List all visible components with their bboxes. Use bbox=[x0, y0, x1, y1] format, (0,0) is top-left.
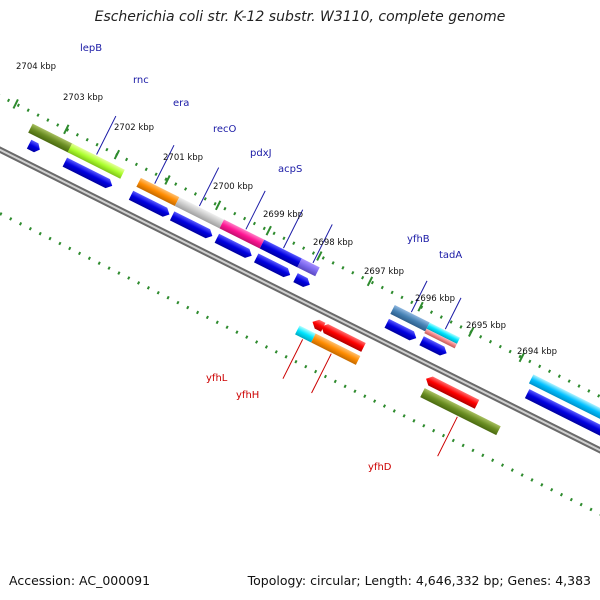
gene-label-yfhL[interactable]: yfhL bbox=[206, 373, 228, 384]
cds-forward-arrow bbox=[128, 190, 170, 217]
accession-label: Accession: AC_000091 bbox=[9, 573, 151, 588]
feature-cyan-right bbox=[528, 374, 600, 447]
gene-label-era[interactable]: era bbox=[173, 98, 189, 109]
connector-era bbox=[198, 167, 220, 207]
tick-label: 2700 kbp bbox=[213, 182, 253, 192]
gene-label-yfhD[interactable]: yfhD bbox=[368, 462, 392, 473]
tick-mark bbox=[366, 276, 374, 287]
cds-forward-arrow bbox=[169, 211, 213, 239]
feature-yfhL bbox=[295, 325, 316, 343]
feature-olive bbox=[28, 123, 74, 154]
tick-mark bbox=[113, 149, 121, 160]
tick-mark bbox=[265, 225, 272, 236]
gene-labels: lepB rnc era recO pdxJ acpS yfhB tadA yf… bbox=[80, 43, 462, 473]
gene-label-rnc[interactable]: rnc bbox=[133, 75, 149, 86]
forward-strand-features bbox=[26, 123, 600, 459]
gene-label-tadA[interactable]: tadA bbox=[439, 250, 462, 261]
connector-recO bbox=[245, 190, 266, 230]
cds-forward-arrow bbox=[26, 139, 40, 153]
gene-label-recO[interactable]: recO bbox=[213, 124, 237, 135]
connector-yfhL bbox=[282, 339, 304, 379]
tick-label: 2695 kbp bbox=[466, 321, 506, 331]
gene-label-lepB[interactable]: lepB bbox=[80, 43, 102, 54]
gene-label-pdxJ[interactable]: pdxJ bbox=[250, 148, 272, 159]
connector-rnc bbox=[154, 144, 175, 184]
cds-forward-arrow bbox=[293, 273, 310, 288]
tick-label: 2701 kbp bbox=[163, 153, 203, 163]
backbone-highlight bbox=[0, 97, 600, 507]
tick-label: 2694 kbp bbox=[517, 347, 557, 357]
cds-forward-arrow bbox=[62, 157, 113, 189]
cds-forward-arrow bbox=[524, 389, 600, 459]
tick-label: 2697 kbp bbox=[364, 267, 404, 277]
tick-mark bbox=[63, 124, 70, 135]
feature-recO bbox=[219, 219, 265, 249]
topology-label: Topology: circular; Length: 4,646,332 bp… bbox=[247, 573, 591, 588]
tick-mark bbox=[214, 200, 222, 211]
tick-mark bbox=[12, 99, 19, 109]
tick-mark bbox=[316, 251, 323, 261]
feature-acpS bbox=[297, 258, 320, 277]
connector-tadA bbox=[444, 297, 462, 330]
tick-label: 2698 kbp bbox=[313, 238, 353, 248]
cds-forward-arrow bbox=[253, 253, 291, 278]
feature-pdxJ bbox=[259, 239, 302, 268]
cds-forward-arrow bbox=[384, 318, 417, 341]
gene-label-acpS[interactable]: acpS bbox=[278, 164, 302, 175]
feature-yfhD bbox=[420, 388, 501, 436]
connector-pdxJ bbox=[283, 209, 304, 249]
reverse-strand-features bbox=[295, 319, 501, 436]
feature-yfhB bbox=[390, 304, 430, 332]
tick-label: 2703 kbp bbox=[63, 93, 103, 103]
cds-forward-arrow bbox=[214, 233, 252, 258]
tick-mark bbox=[164, 175, 171, 185]
tick-label: 2704 kbp bbox=[16, 62, 56, 72]
feature-tadA-lower bbox=[424, 328, 457, 349]
gene-label-yfhH[interactable]: yfhH bbox=[236, 390, 259, 401]
tick-label: 2702 kbp bbox=[114, 123, 154, 133]
cds-reverse-arrow bbox=[321, 324, 366, 352]
feature-rnc bbox=[136, 177, 180, 207]
cds-forward-arrow bbox=[419, 336, 447, 356]
feature-era bbox=[174, 197, 225, 229]
tick-mark bbox=[468, 327, 475, 337]
tick-label: 2696 kbp bbox=[415, 294, 455, 304]
connector-yfhB bbox=[410, 280, 428, 313]
tick-mark bbox=[518, 352, 525, 363]
feature-tadA bbox=[426, 322, 461, 344]
gene-label-yfhB[interactable]: yfhB bbox=[407, 234, 430, 245]
tick-mark bbox=[417, 301, 424, 312]
feature-yfhH bbox=[311, 333, 361, 365]
connector-yfhD bbox=[437, 416, 458, 457]
tick-ring-major bbox=[12, 99, 525, 363]
label-connectors bbox=[96, 115, 462, 457]
cds-reverse-arrow bbox=[426, 376, 480, 409]
connector-lepB bbox=[96, 115, 117, 155]
connector-yfhH bbox=[311, 353, 332, 394]
connector-acpS bbox=[312, 224, 333, 264]
tick-label: 2699 kbp bbox=[263, 210, 303, 220]
tick-labels: 2704 kbp 2703 kbp 2702 kbp 2701 kbp 2700… bbox=[16, 62, 557, 357]
map-title: Escherichia coli str. K-12 substr. W3110… bbox=[94, 9, 506, 25]
feature-lepB bbox=[67, 143, 125, 179]
